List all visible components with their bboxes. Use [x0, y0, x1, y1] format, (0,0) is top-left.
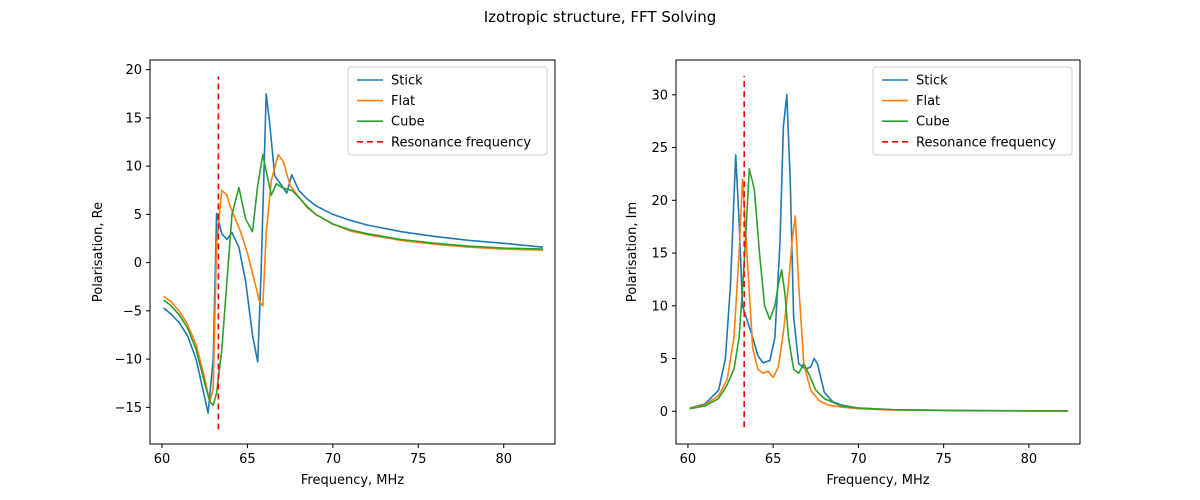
- legend-box: [347, 66, 548, 156]
- x-tick-label: 80: [495, 452, 512, 467]
- legend-entry-label: Flat: [916, 94, 940, 109]
- y-tick-label: 5: [660, 352, 668, 367]
- y-tick-label: 30: [651, 88, 668, 103]
- y-tick-label: 0: [134, 256, 142, 271]
- x-axis-label: Frequency, MHz: [826, 473, 929, 488]
- series-group: [163, 93, 544, 414]
- legend-entry-label: Resonance frequency: [391, 135, 531, 150]
- y-tick-label: 15: [125, 111, 142, 126]
- y-axis-label: Polarisation, Im: [625, 202, 640, 302]
- series-line-flat: [689, 178, 1069, 412]
- x-tick-label: 75: [410, 452, 427, 467]
- legend-entry-label: Cube: [391, 115, 425, 130]
- panel-left: 60 65 70 75 80 −15 −10 −5 0 5 10 15 20 Frequency, MHz…: [91, 59, 556, 488]
- y-tick-label: 10: [651, 299, 668, 314]
- x-tick-label: 60: [154, 452, 171, 467]
- y-axis-label: Polarisation, Re: [91, 202, 106, 302]
- x-tick-label: 75: [935, 452, 952, 467]
- y-tick-label: 0: [660, 405, 668, 420]
- legend-entry-label: Stick: [391, 74, 423, 89]
- y-tick-label: 5: [134, 208, 142, 223]
- axes-frame: [675, 59, 1081, 445]
- legend: Stick Flat Cube Resonance frequency: [872, 66, 1073, 156]
- y-tick-label: −5: [123, 304, 142, 319]
- series-line-stick: [163, 93, 544, 414]
- y-tick-label: 10: [125, 160, 142, 175]
- x-tick-label: 65: [239, 452, 256, 467]
- series-line-cube: [689, 167, 1069, 412]
- series-group: [689, 94, 1069, 412]
- y-tick-label: 20: [651, 194, 668, 209]
- y-tick-label: −15: [115, 401, 142, 416]
- series-line-stick: [689, 94, 1069, 412]
- y-tick-label: 15: [651, 247, 668, 262]
- y-tick-label: 25: [651, 141, 668, 156]
- legend-entry-label: Cube: [916, 115, 950, 130]
- figure-title: Izotropic structure, FFT Solving: [484, 8, 717, 26]
- x-axis-label: Frequency, MHz: [301, 473, 404, 488]
- legend-entry-label: Flat: [391, 94, 415, 109]
- legend-box: [872, 66, 1073, 156]
- x-tick-label: 60: [680, 452, 697, 467]
- x-tick-label: 80: [1021, 452, 1038, 467]
- panel-right: 60 65 70 75 80 0 5 10 15 20 25 30 Frequency, MHz Pola…: [625, 59, 1081, 488]
- series-line-cube: [163, 153, 544, 407]
- y-tick-label: 20: [125, 63, 142, 78]
- legend-entry-label: Resonance frequency: [916, 135, 1056, 150]
- x-tick-label: 65: [765, 452, 782, 467]
- x-tick-label: 70: [850, 452, 867, 467]
- legend-entry-label: Stick: [916, 74, 948, 89]
- y-tick-label: −10: [115, 353, 142, 368]
- x-tick-label: 70: [325, 452, 342, 467]
- legend: Stick Flat Cube Resonance frequency: [347, 66, 548, 156]
- axes-frame: [149, 59, 556, 445]
